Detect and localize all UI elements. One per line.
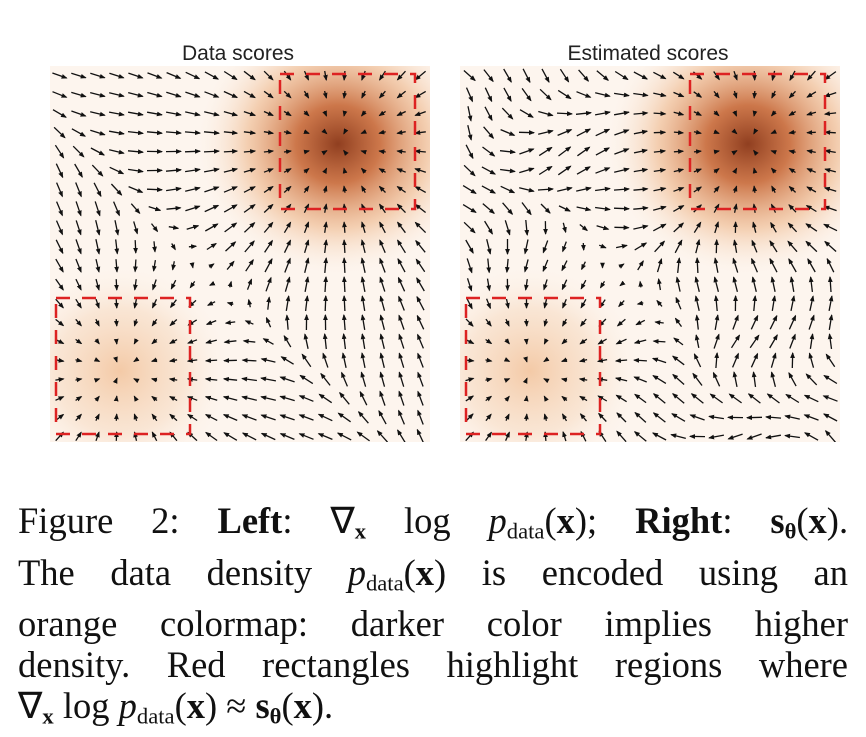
score-arrow	[344, 240, 345, 253]
figure-caption: Figure 2: Left: ∇x log pdata(x); Right: …	[18, 500, 848, 737]
paren-close: )	[434, 552, 446, 593]
score-arrow	[526, 339, 527, 344]
score-arrow	[526, 378, 527, 380]
score-arrow	[754, 91, 755, 98]
caption-text: is encoded using an	[482, 552, 848, 593]
score-arrow	[694, 151, 701, 152]
score-arrow	[344, 258, 345, 273]
nabla-subscript-x: x	[42, 704, 53, 729]
theta-subscript: θ	[270, 704, 282, 729]
score-arrow	[526, 414, 527, 421]
figure-label: Figure 2:	[18, 500, 180, 541]
score-arrow	[344, 71, 345, 80]
score-arrow	[697, 258, 698, 273]
score-arrow	[116, 378, 117, 380]
p-symbol: p	[348, 552, 366, 593]
nabla-symbol: ∇	[18, 685, 42, 726]
score-arrow	[204, 151, 219, 152]
x-bold: x	[557, 500, 575, 541]
score-arrow	[674, 132, 683, 133]
score-arrow	[754, 186, 755, 193]
paren-open: (	[175, 685, 187, 726]
estimated-scores-vector-field	[460, 66, 840, 442]
caption-line-2: The data density pdata(x) is encoded usi…	[18, 552, 848, 604]
score-arrow	[116, 319, 117, 326]
p-symbol: p	[489, 500, 507, 541]
caption-line-1: Figure 2: Left: ∇x log pdata(x); Right: …	[18, 500, 848, 552]
p-symbol: p	[119, 685, 137, 726]
s-bold: s	[770, 500, 784, 541]
score-arrow	[116, 339, 117, 344]
right-label: Right	[635, 500, 722, 541]
theta-subscript: θ	[785, 519, 797, 544]
x-bold: x	[809, 500, 827, 541]
data-subscript: data	[507, 519, 545, 544]
score-arrow	[116, 299, 117, 308]
log-text: log	[404, 500, 451, 541]
caption-line-4: density. Red rectangles highlight region…	[18, 644, 848, 685]
score-arrow	[344, 296, 345, 311]
right-panel-title: Estimated scores	[458, 42, 838, 66]
score-arrow	[654, 113, 666, 114]
colon: :	[722, 500, 732, 541]
score-arrow	[654, 341, 666, 342]
log-text: log	[63, 685, 110, 726]
score-arrow	[640, 282, 641, 288]
score-arrow	[243, 360, 257, 361]
paren-close: )	[575, 500, 587, 541]
s-bold: s	[255, 685, 269, 726]
score-arrow	[344, 277, 345, 292]
nabla-symbol: ∇	[330, 500, 354, 541]
paren-open: (	[544, 500, 556, 541]
left-label: Left	[217, 500, 282, 541]
data-scores-vector-field	[50, 66, 430, 442]
paren-open: (	[404, 552, 416, 593]
score-arrow	[224, 151, 237, 152]
score-arrow	[206, 360, 217, 361]
score-arrow	[825, 132, 836, 133]
score-arrow	[185, 151, 200, 152]
score-arrow	[634, 360, 647, 361]
period: .	[324, 685, 333, 726]
score-arrow	[135, 240, 136, 253]
paren-open: (	[281, 685, 293, 726]
data-subscript: data	[366, 570, 404, 595]
approx-symbol: ≈	[226, 685, 246, 726]
score-arrow	[526, 396, 527, 401]
caption-line-3: orange colormap: darker color implies hi…	[18, 603, 848, 644]
score-arrow	[526, 359, 527, 362]
score-arrow	[116, 396, 117, 401]
score-arrow	[344, 222, 345, 233]
x-bold: x	[294, 685, 312, 726]
x-bold: x	[416, 552, 434, 593]
left-panel-title: Data scores	[48, 42, 428, 66]
caption-line-5: ∇x log pdata(x) ≈ sθ(x).	[18, 685, 848, 737]
score-arrow	[325, 296, 326, 311]
nabla-subscript-x: x	[355, 519, 366, 544]
x-bold: x	[187, 685, 205, 726]
score-arrow	[614, 208, 629, 209]
score-arrow	[116, 359, 117, 362]
data-subscript: data	[137, 704, 175, 729]
score-arrow	[147, 189, 162, 190]
score-arrow	[116, 279, 117, 290]
paren-close: )	[312, 685, 324, 726]
paren-open: (	[796, 500, 808, 541]
score-arrow	[526, 319, 527, 326]
score-arrow	[192, 263, 193, 267]
score-arrow	[557, 113, 572, 114]
score-arrow	[674, 151, 683, 152]
caption-text: The data density	[18, 552, 312, 593]
score-arrow	[189, 246, 196, 247]
semicolon: ;	[587, 500, 597, 541]
score-arrow	[135, 260, 136, 272]
period: .	[839, 500, 848, 541]
paren-close: )	[205, 685, 217, 726]
colon: :	[282, 500, 292, 541]
paren-close: )	[827, 500, 839, 541]
